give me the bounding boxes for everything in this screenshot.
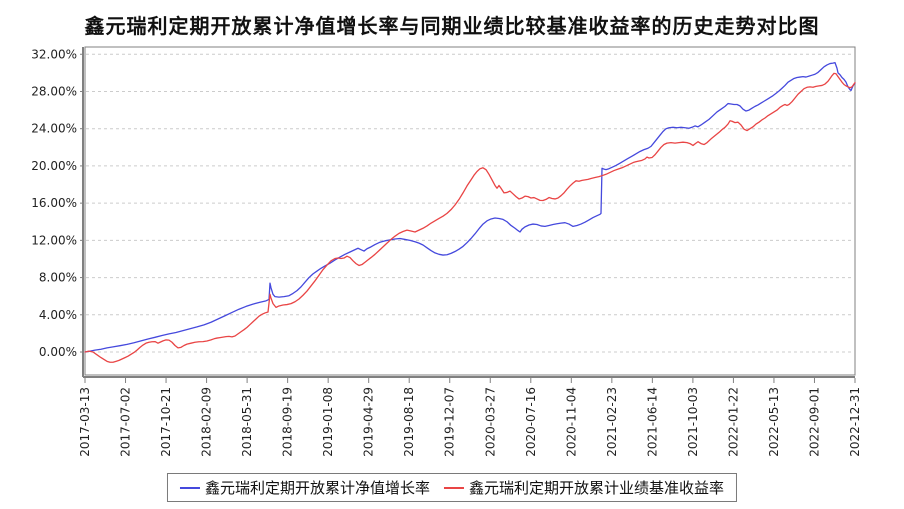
x-tick-label: 2018-05-31 bbox=[240, 387, 254, 457]
y-tick-label: 20.00% bbox=[31, 159, 77, 173]
x-tick-label: 2017-03-13 bbox=[78, 387, 92, 457]
y-tick-label: 16.00% bbox=[31, 196, 77, 210]
x-tick-label: 2020-07-16 bbox=[524, 387, 538, 457]
x-tick-label: 2017-07-02 bbox=[119, 387, 133, 457]
x-tick-label: 2017-10-21 bbox=[159, 387, 173, 457]
x-tick-label: 2019-12-07 bbox=[443, 387, 457, 457]
x-tick-label: 2020-11-04 bbox=[564, 387, 578, 457]
x-tick-label: 2021-10-03 bbox=[686, 387, 700, 457]
y-tick-label: 32.00% bbox=[31, 47, 77, 61]
x-tick-label: 2022-09-01 bbox=[807, 387, 821, 457]
chart-title: 鑫元瑞利定期开放累计净值增长率与同期业绩比较基准收益率的历史走势对比图 bbox=[84, 14, 820, 38]
legend-line-swatch-blue bbox=[179, 486, 200, 489]
y-tick-label: 24.00% bbox=[31, 122, 77, 136]
y-tick-label: 4.00% bbox=[39, 308, 77, 322]
y-tick-label: 8.00% bbox=[39, 271, 77, 285]
legend-label-nav-growth: 鑫元瑞利定期开放累计净值增长率 bbox=[204, 479, 430, 497]
x-tick-label: 2020-03-27 bbox=[483, 387, 497, 457]
legend-line-swatch-red bbox=[444, 486, 464, 489]
plot-frame bbox=[84, 46, 856, 376]
series-line-nav-growth bbox=[84, 61, 856, 353]
legend: 鑫元瑞利定期开放累计净值增长率 鑫元瑞利定期开放累计业绩基准收益率 bbox=[166, 473, 738, 502]
x-tick-label: 2022-01-22 bbox=[726, 387, 740, 457]
y-tick-label: 12.00% bbox=[31, 233, 77, 247]
x-tick-label: 2021-02-23 bbox=[605, 387, 619, 457]
x-tick-label: 2019-04-29 bbox=[362, 387, 376, 457]
y-tick-label: 0.00% bbox=[39, 345, 77, 359]
x-tick-label: 2019-08-18 bbox=[402, 387, 416, 457]
x-tick-label: 2018-09-19 bbox=[281, 387, 295, 457]
x-tick-label: 2022-12-31 bbox=[848, 387, 862, 457]
y-tick-label: 28.00% bbox=[31, 84, 77, 98]
legend-label-benchmark: 鑫元瑞利定期开放累计业绩基准收益率 bbox=[469, 479, 725, 497]
legend-item-nav-growth: 鑫元瑞利定期开放累计净值增长率 bbox=[179, 477, 430, 498]
x-tick-label: 2019-01-08 bbox=[321, 387, 335, 457]
series-line-benchmark bbox=[84, 72, 856, 363]
x-tick-label: 2022-05-13 bbox=[767, 387, 781, 457]
x-tick-label: 2021-06-14 bbox=[645, 387, 659, 457]
legend-item-benchmark: 鑫元瑞利定期开放累计业绩基准收益率 bbox=[444, 477, 724, 498]
x-tick-label: 2018-02-09 bbox=[200, 387, 214, 457]
